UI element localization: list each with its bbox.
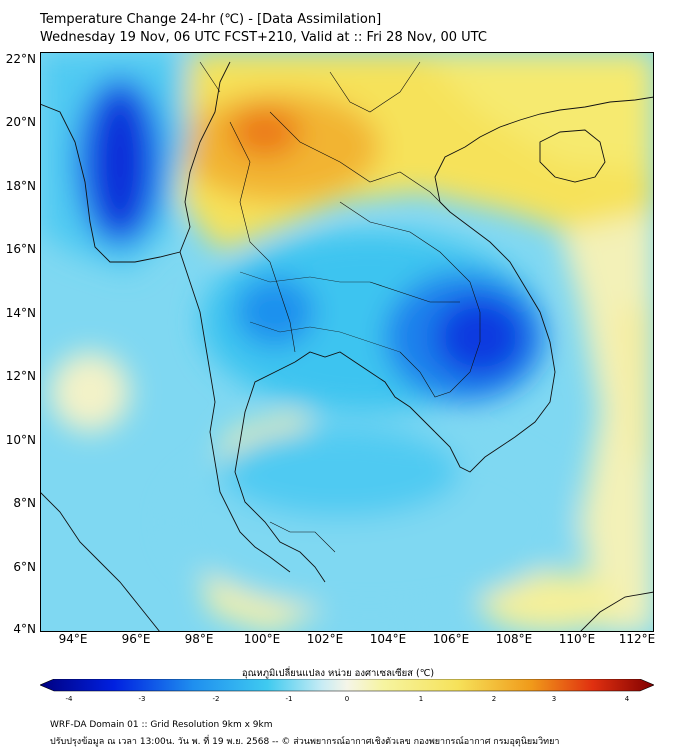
lon-label-112e: 112°E <box>618 632 656 646</box>
colorbar-tick: 3 <box>551 695 557 703</box>
colorbar-tick: 4 <box>624 695 630 703</box>
lat-label-20n: 20°N <box>5 115 36 129</box>
lon-label-102e: 102°E <box>306 632 344 646</box>
colorbar-tick: -4 <box>65 695 73 703</box>
map-subtitle: Wednesday 19 Nov, 06 UTC FCST+210, Valid… <box>40 30 487 45</box>
temperature-field <box>40 52 654 632</box>
lon-label-98e: 98°E <box>184 632 214 646</box>
lat-label-6n: 6°N <box>13 560 36 574</box>
colorbar-tick: 0 <box>344 695 350 703</box>
temperature-change-map <box>40 52 654 632</box>
lat-label-18n: 18°N <box>5 179 36 193</box>
update-credit: ปรับปรุงข้อมูล ณ เวลา 13:00น. วัน พ. ที่… <box>50 737 560 747</box>
lon-label-94e: 94°E <box>58 632 88 646</box>
map-title: Temperature Change 24-hr (℃) - [Data Ass… <box>40 12 382 27</box>
lat-label-8n: 8°N <box>13 496 36 510</box>
lon-label-96e: 96°E <box>121 632 151 646</box>
lat-label-22n: 22°N <box>5 52 36 66</box>
colorbar-tick: -3 <box>138 695 146 703</box>
lat-label-4n: 4°N <box>13 622 36 636</box>
lat-label-10n: 10°N <box>5 433 36 447</box>
colorbar-tick: 2 <box>491 695 497 703</box>
model-info: WRF-DA Domain 01 :: Grid Resolution 9km … <box>50 720 273 730</box>
lon-label-106e: 106°E <box>432 632 470 646</box>
lon-label-100e: 100°E <box>243 632 281 646</box>
colorbar <box>40 679 654 692</box>
lat-label-16n: 16°N <box>5 242 36 256</box>
coastlines-borders <box>40 61 654 632</box>
colorbar-tick: -1 <box>285 695 293 703</box>
lat-label-12n: 12°N <box>5 369 36 383</box>
colorbar-title: อุณหภูมิเปลี่ยนแปลง หน่วย องศาเซลเซียส (… <box>241 668 435 679</box>
lon-label-108e: 108°E <box>495 632 533 646</box>
lon-label-110e: 110°E <box>558 632 596 646</box>
lat-label-14n: 14°N <box>5 306 36 320</box>
lon-label-104e: 104°E <box>369 632 407 646</box>
colorbar-tick: -2 <box>212 695 220 703</box>
colorbar-tick: 1 <box>418 695 424 703</box>
